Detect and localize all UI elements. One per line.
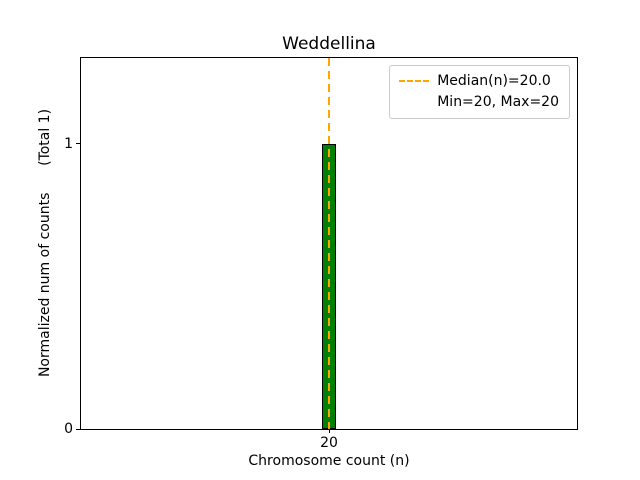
chart-title: Weddellina bbox=[282, 34, 376, 54]
y-tick-mark bbox=[76, 143, 80, 145]
y-tick-label: 1 bbox=[64, 135, 73, 152]
median-line bbox=[328, 58, 330, 429]
legend-minmax-label: Min=20, Max=20 bbox=[437, 94, 559, 110]
legend-empty-swatch bbox=[399, 101, 429, 103]
legend: Median(n)=20.0 Min=20, Max=20 bbox=[389, 65, 570, 119]
legend-median-label: Median(n)=20.0 bbox=[437, 73, 551, 89]
plot-area: Median(n)=20.0 Min=20, Max=20 20 0 1 bbox=[64, 57, 578, 451]
y-tick-label: 0 bbox=[64, 421, 73, 437]
x-tick-label: 20 bbox=[320, 435, 338, 451]
legend-entry-minmax: Min=20, Max=20 bbox=[399, 94, 559, 110]
y-tick-mark bbox=[76, 428, 80, 430]
legend-entry-median: Median(n)=20.0 bbox=[399, 73, 559, 89]
y-axis-label-wrap: Normalized num of counts (Total 1) bbox=[32, 57, 58, 428]
x-tick-mark bbox=[328, 429, 330, 433]
x-axis-label: Chromosome count (n) bbox=[248, 453, 410, 469]
median-dashed-line-swatch bbox=[399, 80, 430, 82]
